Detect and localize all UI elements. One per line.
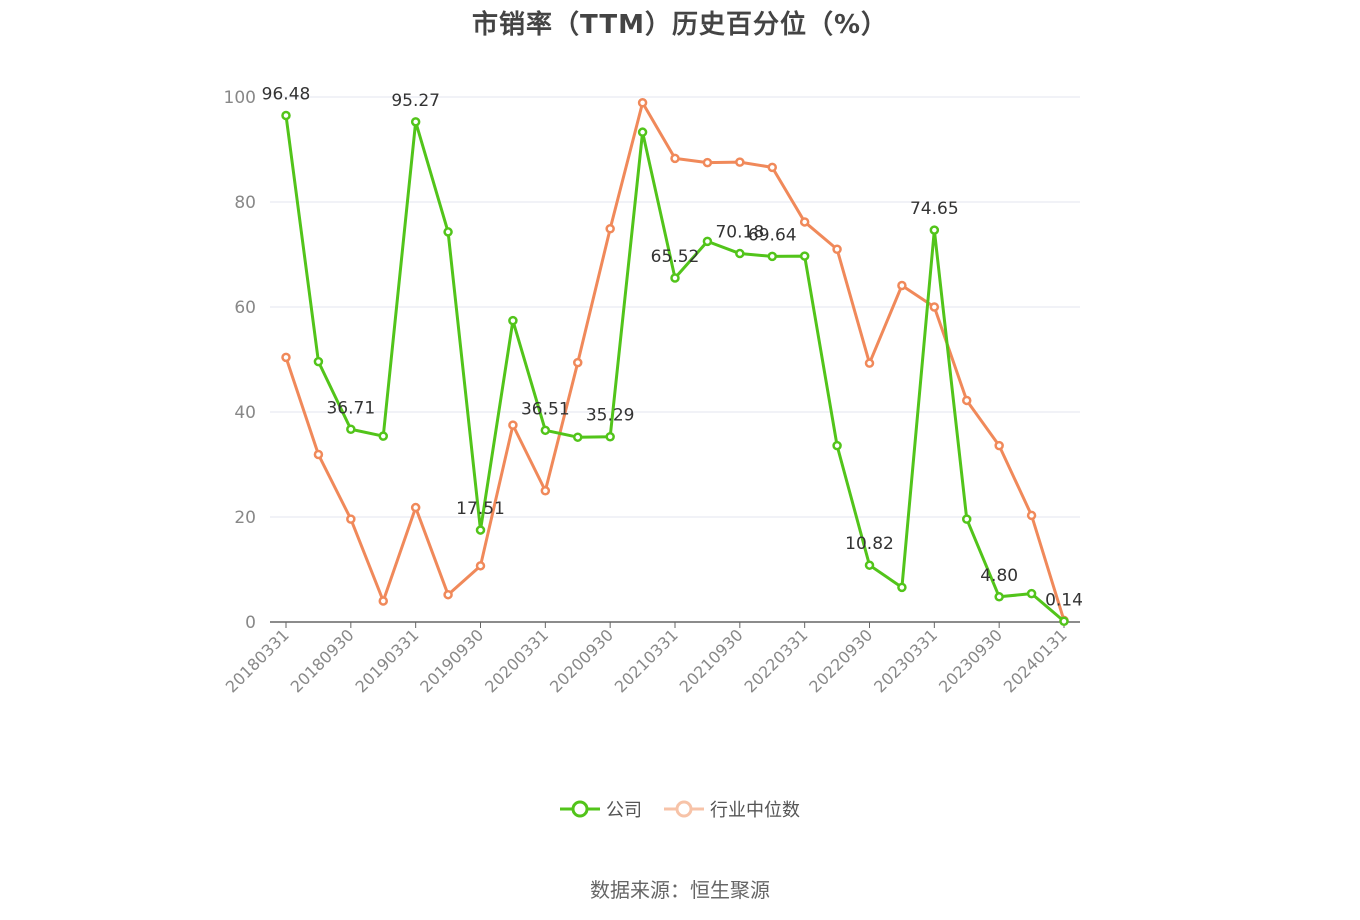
data-point-company [962, 514, 972, 524]
x-tick-label: 20190331 [351, 625, 422, 696]
x-tick-label: 20180331 [222, 625, 293, 696]
data-point-industry-median [540, 486, 551, 496]
data-label: 96.48 [262, 84, 311, 104]
data-point-industry-median [832, 244, 842, 254]
data-label: 74.65 [910, 199, 959, 219]
y-tick-label: 20 [234, 508, 256, 528]
data-point-industry-median [962, 395, 972, 406]
data-point-industry-median [735, 157, 745, 167]
legend-swatch-industry-median [664, 800, 704, 818]
data-point-company [508, 315, 518, 326]
data-point-company [929, 225, 940, 235]
data-point-industry-median [670, 153, 680, 164]
data-label: 36.51 [521, 399, 570, 419]
data-point-industry-median [702, 157, 713, 168]
data-point-company [994, 592, 1004, 602]
x-tick-label: 20210331 [611, 625, 682, 696]
x-tick-label: 20200930 [546, 625, 617, 696]
x-tick-label: 20220331 [740, 625, 811, 696]
data-point-industry-median [637, 98, 648, 108]
data-point-company [702, 236, 713, 247]
data-point-company [670, 273, 680, 283]
data-point-industry-median [605, 224, 615, 234]
data-point-industry-median [475, 561, 486, 571]
chart-title: 市销率（TTM）历史百分位（%） [472, 10, 888, 40]
data-label: 65.52 [651, 247, 700, 267]
data-label: 95.27 [391, 91, 440, 111]
legend-label-company: 公司 [606, 800, 642, 821]
data-label: 69.64 [748, 225, 797, 245]
x-tick-label: 20180930 [287, 625, 358, 696]
data-point-company [767, 251, 777, 262]
legend: 公司 行业中位数 [0, 796, 1360, 822]
y-tick-label: 60 [234, 298, 256, 318]
data-point-company [378, 431, 388, 441]
y-tick-label: 0 [245, 613, 256, 633]
legend-swatch-company [560, 800, 600, 818]
data-point-industry-median [767, 162, 777, 173]
x-tick-label: 20200331 [481, 625, 552, 696]
data-point-company [540, 425, 551, 436]
data-label: 17.51 [456, 499, 505, 519]
data-point-company [313, 356, 324, 367]
data-point-industry-median [281, 352, 291, 363]
data-point-company [832, 440, 842, 451]
data-point-company [475, 525, 486, 535]
data-point-industry-median [799, 217, 810, 227]
data-point-industry-median [313, 449, 324, 460]
data-point-industry-median [410, 502, 421, 513]
data-point-company [864, 560, 875, 570]
legend-item-industry-median[interactable]: 行业中位数 [664, 796, 800, 822]
data-label: 36.71 [326, 398, 375, 418]
data-point-company [735, 248, 745, 259]
x-tick-label: 20190930 [416, 625, 487, 696]
data-point-company [637, 127, 648, 137]
data-point-industry-median [994, 440, 1004, 451]
data-point-industry-median [346, 514, 356, 524]
x-tick-label: 20230331 [870, 625, 941, 696]
data-point-industry-median [897, 280, 907, 291]
data-point-company [410, 117, 421, 127]
data-point-industry-median [864, 358, 875, 368]
legend-label-industry-median: 行业中位数 [710, 800, 800, 821]
data-point-company [1026, 588, 1037, 599]
data-point-industry-median [929, 302, 940, 312]
data-point-company [573, 432, 583, 442]
x-tick-label: 20220930 [805, 625, 876, 696]
data-point-company [346, 424, 356, 435]
data-point-industry-median [378, 596, 388, 606]
y-tick-label: 80 [234, 193, 256, 213]
x-tick-label: 20240131 [1000, 625, 1071, 696]
data-point-industry-median [1026, 510, 1037, 521]
data-point-industry-median [443, 589, 453, 600]
y-tick-label: 40 [234, 403, 256, 423]
data-label: 10.82 [845, 534, 894, 554]
legend-item-company[interactable]: 公司 [560, 796, 642, 822]
data-point-industry-median [508, 420, 518, 430]
data-point-company [443, 227, 453, 237]
data-point-company [799, 251, 810, 261]
x-tick-label: 20230930 [935, 625, 1006, 696]
data-point-industry-median [573, 357, 583, 368]
data-label: 0.14 [1045, 590, 1083, 610]
data-label: 70.18 [715, 223, 764, 243]
data-point-company [281, 110, 291, 121]
data-label: 35.29 [586, 406, 635, 426]
data-point-company [1059, 616, 1069, 627]
series-line-industry-median [284, 101, 1066, 621]
x-tick-label: 20210930 [676, 625, 747, 696]
data-point-company [897, 582, 907, 593]
data-point-company [605, 431, 615, 442]
y-tick-label: 100 [224, 88, 256, 108]
data-source: 数据来源：恒生聚源 [590, 878, 770, 902]
data-label: 4.80 [980, 566, 1018, 586]
